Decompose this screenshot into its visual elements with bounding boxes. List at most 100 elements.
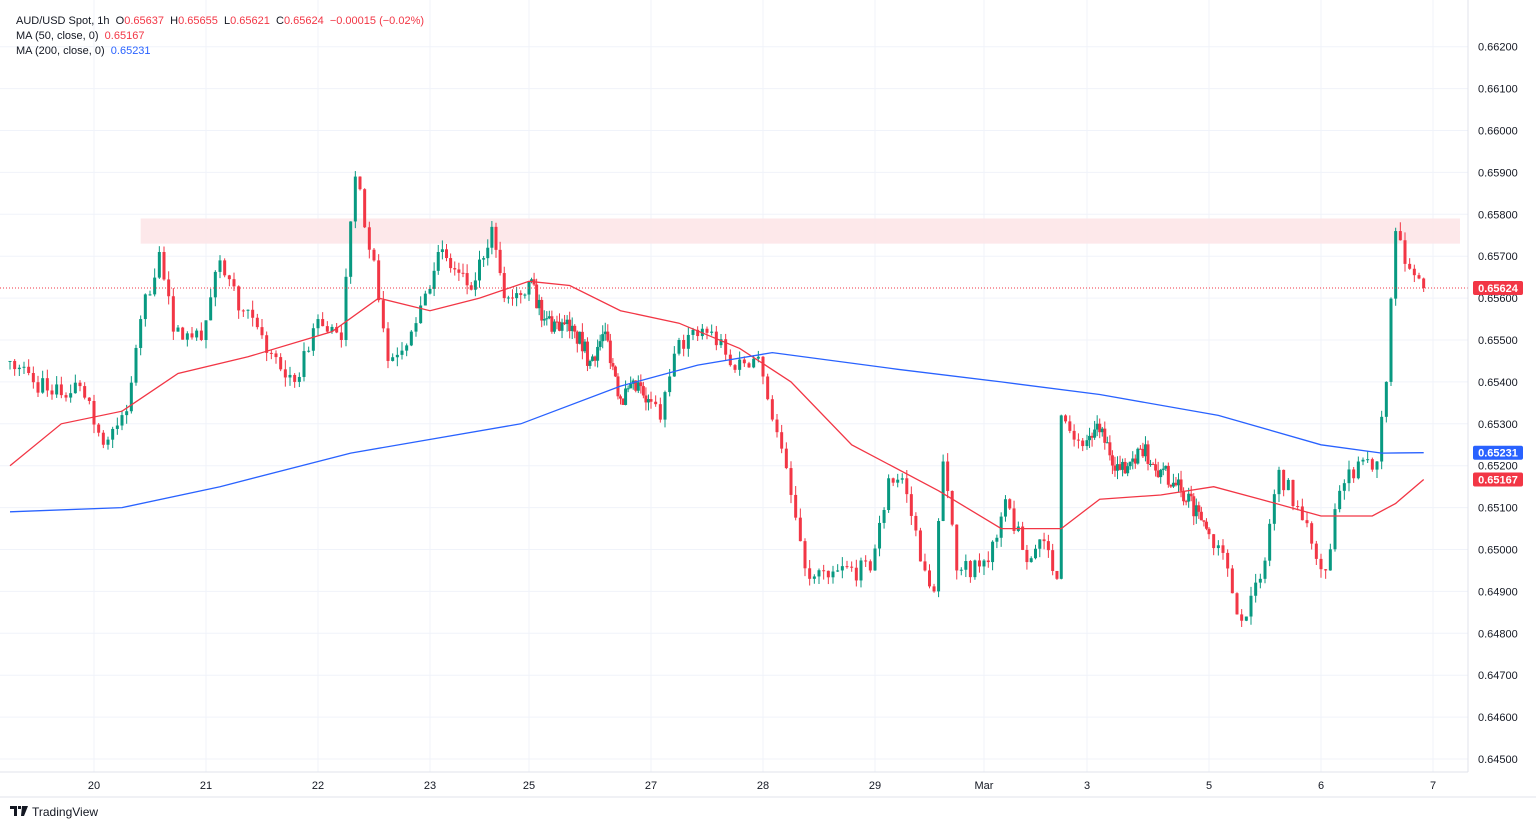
candle-body — [1113, 465, 1117, 471]
candle-body — [297, 376, 301, 382]
candle-body — [593, 356, 597, 361]
candle-body — [1319, 558, 1323, 570]
candle-body — [1268, 523, 1272, 561]
candle-body — [1136, 448, 1140, 464]
candle-body — [644, 395, 648, 403]
candle-body — [918, 530, 922, 562]
price-tick-label: 0.64500 — [1478, 754, 1518, 766]
candle-body — [540, 299, 544, 321]
candle-body — [465, 273, 469, 286]
candle-body — [1055, 570, 1059, 579]
candle-body — [550, 316, 554, 332]
candle-body — [900, 478, 904, 480]
candle-body — [1192, 496, 1196, 517]
symbol-title[interactable]: AUD/USD Spot, 1h — [16, 15, 110, 27]
candle-body — [97, 424, 101, 433]
candle-body — [808, 568, 812, 579]
candle-body — [391, 357, 395, 361]
candle-body — [143, 294, 147, 320]
open-label: O — [115, 15, 125, 27]
candle-body — [859, 560, 863, 581]
candle-body — [381, 300, 385, 329]
candle-body — [120, 415, 124, 426]
candle-body — [1216, 545, 1220, 549]
candle-body — [585, 341, 589, 366]
candle-body — [580, 331, 584, 352]
candle-body — [386, 328, 390, 361]
candle-body — [1059, 415, 1063, 579]
candle-body — [1300, 506, 1304, 521]
candle-body — [552, 321, 556, 332]
candle-body — [649, 399, 653, 402]
candle-body — [307, 350, 311, 352]
candle-body — [1235, 593, 1239, 615]
candle-body — [873, 548, 877, 571]
candle-body — [606, 331, 610, 341]
candle-body — [719, 339, 723, 346]
ma200-legend[interactable]: MA (200, close, 0) 0.65231 — [16, 44, 424, 59]
candle-body — [377, 260, 381, 301]
price-tick-label: 0.66000 — [1478, 126, 1518, 138]
candle-body — [490, 226, 494, 248]
candle-body — [1240, 614, 1244, 621]
candle-body — [279, 357, 283, 370]
candle-body — [570, 325, 574, 332]
candle-body — [139, 319, 143, 348]
time-tick-label: 25 — [523, 780, 535, 792]
candle-body — [8, 360, 12, 362]
price-tick-label: 0.64800 — [1478, 628, 1518, 640]
candle-body — [1202, 520, 1206, 522]
ma50-legend[interactable]: MA (50, close, 0) 0.65167 — [16, 29, 424, 44]
candle-body — [1025, 549, 1029, 563]
price-tick-label: 0.66100 — [1478, 84, 1518, 96]
candles — [8, 171, 1426, 627]
candle-body — [1226, 552, 1230, 569]
candle-body — [440, 249, 444, 253]
candle-body — [624, 388, 628, 405]
candle-body — [1141, 448, 1145, 457]
candle-body — [1095, 423, 1099, 430]
candle-body — [515, 293, 519, 299]
candle-body — [959, 569, 963, 571]
candle-body — [964, 561, 968, 570]
price-tick-label: 0.65400 — [1478, 377, 1518, 389]
candle-body — [803, 541, 807, 569]
candle-body — [45, 378, 49, 391]
candle-body — [395, 354, 399, 358]
ma50-value: 0.65167 — [104, 30, 145, 42]
candle-body — [634, 380, 638, 391]
candle-body — [1352, 469, 1356, 479]
candle-body — [780, 432, 784, 449]
candle-body — [461, 272, 465, 274]
candle-body — [1108, 442, 1112, 456]
candle-body — [1394, 231, 1398, 299]
candle-body — [575, 331, 579, 344]
time-tick-label: 29 — [869, 780, 881, 792]
candle-body — [1133, 458, 1137, 464]
candle-body — [882, 510, 886, 523]
candle-body — [1417, 275, 1421, 279]
price-tick-label: 0.64900 — [1478, 586, 1518, 598]
candle-body — [1258, 578, 1262, 583]
candle-body — [1398, 231, 1402, 241]
tradingview-branding[interactable]: TradingView — [10, 805, 98, 819]
candle-body — [705, 328, 709, 333]
chart-legend: AUD/USD Spot, 1h O0.65637 H0.65655 L0.65… — [16, 14, 424, 59]
candle-body — [339, 332, 343, 340]
candle-body — [854, 567, 858, 581]
price-label-text: 0.65624 — [1478, 283, 1519, 295]
candle-body — [1277, 469, 1281, 495]
time-tick-label: 28 — [757, 780, 769, 792]
candle-body — [558, 321, 561, 331]
candle-body — [1121, 461, 1125, 470]
candle-body — [255, 317, 259, 328]
candle-body — [469, 285, 473, 290]
candle-body — [1305, 520, 1309, 524]
price-label-text: 0.65231 — [1478, 448, 1518, 460]
price-tick-label: 0.65500 — [1478, 335, 1518, 347]
time-tick-label: 20 — [88, 780, 100, 792]
price-tick-label: 0.65900 — [1478, 167, 1518, 179]
candle-body — [1088, 435, 1092, 441]
price-tick-label: 0.65000 — [1478, 545, 1518, 557]
